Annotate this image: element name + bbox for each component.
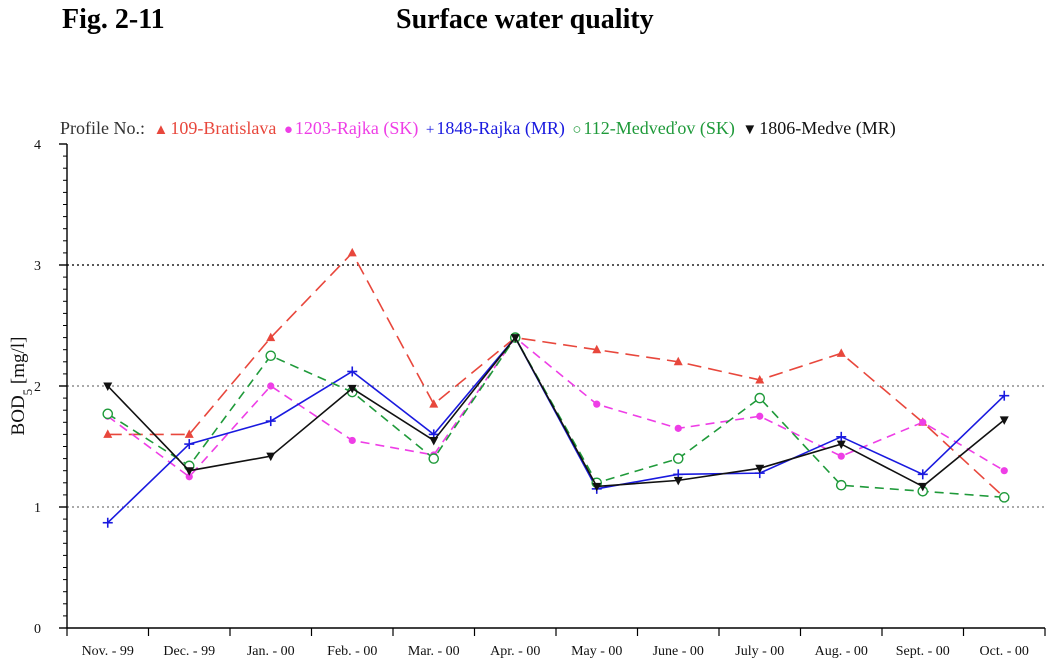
x-tick-label: Jan. - 00 [247, 644, 295, 659]
x-tick-label: Sept. - 00 [896, 644, 950, 659]
data-point [673, 476, 683, 486]
data-point [592, 482, 602, 492]
triangle-down-marker-icon: ▼ [742, 122, 758, 138]
data-point [835, 479, 847, 491]
data-point [265, 350, 277, 362]
axes: 0 1 2 3 4 Nov. - 99 Dec. - 99 Jan. - 00 Feb. - 0… [34, 138, 1046, 659]
legend-item-1848-rajka-mr: +1848-Rajka (MR) [426, 118, 569, 138]
figure-label: Fig. 2-11 [62, 4, 165, 35]
legend-title: Profile No.: [60, 118, 145, 138]
data-point [347, 247, 357, 257]
chart-legend: Profile No.: ▲ 109-Bratislava ● 1203-Rajka… [60, 118, 899, 139]
series-line [107, 336, 1005, 524]
x-tick-label: May - 00 [571, 644, 622, 659]
series-1848-rajka-mr [102, 332, 1010, 528]
plus-marker-icon: + [425, 122, 435, 138]
data-point [102, 517, 113, 528]
x-tick-label: Oct. - 00 [980, 644, 1029, 659]
data-point [184, 429, 194, 438]
data-point [428, 453, 440, 464]
data-point [266, 452, 276, 462]
legend-label: 1848-Rajka (MR) [436, 118, 565, 138]
data-point [836, 440, 846, 450]
data-point [184, 439, 195, 450]
data-point [593, 400, 601, 408]
y-tick-label: 0 [34, 622, 41, 637]
data-point [103, 382, 113, 391]
data-point [1000, 467, 1008, 475]
filled-circle-marker-icon: ● [283, 122, 293, 138]
x-tick-label: Dec. - 99 [163, 644, 215, 659]
data-point [837, 452, 845, 460]
data-point [265, 416, 276, 427]
data-point [999, 416, 1009, 425]
legend-item-1203-rajka-sk: ● 1203-Rajka (SK) [284, 118, 423, 138]
triangle-up-marker-icon: ▲ [153, 122, 169, 138]
legend-label: 109-Bratislava [170, 118, 277, 138]
series-1806-medve-mr [103, 334, 1009, 492]
data-point [918, 482, 928, 492]
x-tick-label: Apr. - 00 [490, 644, 540, 659]
series-line [107, 336, 1005, 499]
y-tick-label: 2 [34, 380, 41, 395]
data-point [429, 399, 439, 408]
legend-item-112-medvedov-sk: ○ 112-Medveďov (SK) [572, 118, 739, 138]
data-point [348, 436, 356, 445]
legend-label: 1806-Medve (MR) [759, 118, 896, 138]
data-point [919, 418, 927, 426]
data-point [674, 424, 682, 432]
series-109-bratislava [103, 247, 1009, 501]
data-point [755, 374, 765, 384]
legend-label: 112-Medveďov (SK) [583, 118, 735, 138]
data-point [347, 384, 357, 394]
x-tick-label: July - 00 [735, 644, 784, 659]
open-circle-marker-icon: ○ [572, 122, 582, 138]
y-tick-label: 3 [34, 259, 41, 274]
series-1203-rajka-sk [104, 334, 1008, 481]
data-point [185, 473, 193, 481]
legend-item-109-bratislava: ▲ 109-Bratislava [154, 118, 281, 138]
chart-title: Surface water quality [396, 4, 654, 35]
x-tick-label: June - 00 [653, 644, 704, 659]
grid-lines [67, 264, 1045, 508]
data-point [755, 464, 765, 474]
y-axis-label: BOD5 [mg/l] [8, 337, 35, 436]
data-point [266, 332, 276, 342]
y-tick-label: 4 [34, 138, 41, 153]
series-line [107, 336, 1005, 488]
data-point [836, 348, 846, 357]
data-point [184, 467, 194, 476]
data-point [347, 366, 358, 377]
data-point [102, 408, 114, 420]
data-point [103, 429, 113, 438]
y-tick-label: 1 [34, 501, 41, 516]
x-tick-label: Aug. - 00 [815, 644, 868, 659]
data-point [267, 382, 275, 390]
data-point [673, 356, 683, 366]
series-112-medve-ov-sk [102, 332, 1010, 503]
x-tick-label: Mar. - 00 [408, 644, 460, 659]
x-tick-label: Nov. - 99 [82, 644, 134, 659]
data-point [672, 453, 684, 464]
legend-item-1806-medve-mr: ▼ 1806-Medve (MR) [742, 118, 895, 138]
data-series [102, 247, 1010, 528]
data-point [998, 492, 1010, 503]
data-point [510, 334, 520, 343]
data-point [429, 436, 439, 446]
data-point [917, 469, 928, 480]
legend-label: 1203-Rajka (SK) [294, 118, 419, 138]
x-tick-label: Feb. - 00 [327, 644, 377, 659]
data-point [836, 431, 847, 442]
series-line [107, 251, 1005, 498]
series-line [107, 336, 1005, 478]
data-point [592, 344, 602, 354]
data-point [754, 392, 766, 404]
data-point [999, 390, 1010, 401]
data-point [756, 412, 764, 420]
